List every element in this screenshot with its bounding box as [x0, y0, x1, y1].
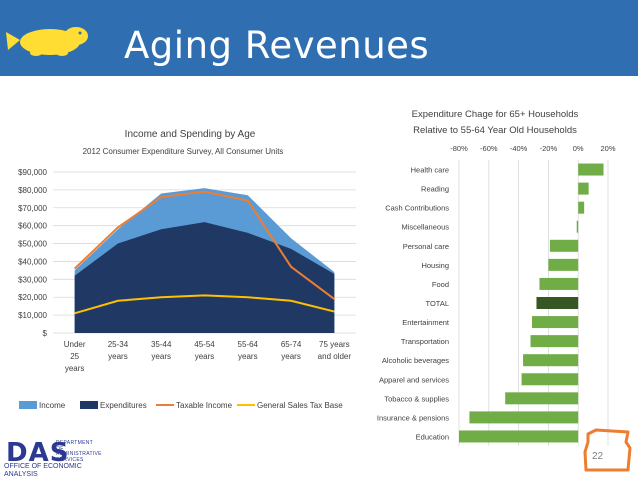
right-chart-title: Expenditure Chage for 65+ Households — [412, 109, 579, 120]
left-chart-subtitle: 2012 Consumer Expenditure Survey, All Co… — [83, 147, 284, 156]
category-label: Health care — [411, 166, 449, 175]
category-label: Insurance & pensions — [377, 413, 449, 422]
category-label: Housing — [421, 261, 449, 270]
x-tick-label: 45-54 — [194, 340, 215, 349]
y-tick-label: $60,000 — [18, 222, 47, 231]
y-tick-label: $20,000 — [18, 293, 47, 302]
category-label: Personal care — [403, 242, 449, 251]
right-chart-title: Relative to 55-64 Year Old Households — [413, 125, 577, 136]
x-tick-label: Under — [64, 340, 86, 349]
left-chart-title: Income and Spending by Age — [125, 129, 256, 140]
x-tick-label: years — [238, 352, 258, 361]
y-tick-label: $10,000 — [18, 311, 47, 320]
y-tick-label: $ — [43, 329, 48, 338]
category-label: Tobacco & supplies — [384, 394, 449, 403]
income-spending-chart: Income and Spending by Age 2012 Consumer … — [18, 129, 356, 410]
office-label: OFFICE OF ECONOMIC ANALYSIS — [4, 463, 82, 478]
y-tick-label: $40,000 — [18, 257, 47, 266]
bar-transportation — [530, 335, 579, 348]
category-label: Food — [432, 280, 449, 289]
legend-swatch — [19, 401, 37, 409]
category-label: Transportation — [401, 337, 449, 346]
x-tick-label: and older — [318, 352, 352, 361]
slide-title: Aging Revenues — [124, 24, 430, 67]
line-taxable-income — [73, 190, 335, 300]
line-general-sales-tax-base — [74, 294, 335, 315]
legend-label: General Sales Tax Base — [257, 401, 343, 410]
x-tick-label: -80% — [450, 144, 468, 153]
area-expenditures — [74, 222, 335, 333]
oregon-state-icon — [583, 428, 632, 472]
bar-apparel-and-services — [521, 373, 579, 386]
bar-cash-contributions — [578, 201, 585, 214]
x-tick-label: 0% — [573, 144, 584, 153]
x-tick-label: -20% — [540, 144, 558, 153]
y-tick-label: $70,000 — [18, 204, 47, 213]
x-tick-label: -40% — [510, 144, 528, 153]
y-tick-label: $30,000 — [18, 275, 47, 284]
category-label: Alcoholic beverages — [382, 356, 449, 365]
category-label: Education — [416, 432, 449, 441]
y-tick-label: $90,000 — [18, 168, 47, 177]
category-label: Entertainment — [402, 318, 450, 327]
x-tick-label: 25-34 — [108, 340, 129, 349]
legend-label: Taxable Income — [176, 401, 233, 410]
x-tick-label: 75 years — [319, 340, 350, 349]
x-tick-label: years — [151, 352, 171, 361]
bar-entertainment — [532, 316, 579, 329]
x-tick-label: years — [108, 352, 128, 361]
x-tick-label: years — [65, 364, 85, 373]
page-number: 22 — [592, 451, 604, 462]
bar-education — [459, 430, 579, 443]
x-tick-label: 20% — [600, 144, 615, 153]
bar-insurance-pensions — [469, 411, 579, 424]
category-label: Miscellaneous — [401, 223, 449, 232]
y-tick-label: $80,000 — [18, 186, 47, 195]
legend-label: Expenditures — [100, 401, 147, 410]
expenditure-change-chart: Expenditure Chage for 65+ Households Rela… — [377, 109, 616, 446]
bar-tobacco-supplies — [505, 392, 579, 405]
legend-swatch — [80, 401, 98, 409]
x-tick-label: 35-44 — [151, 340, 172, 349]
y-tick-label: $50,000 — [18, 240, 47, 249]
legend-label: Income — [39, 401, 66, 410]
bar-health-care — [578, 163, 604, 176]
bar-miscellaneous — [576, 220, 579, 233]
beaver-icon — [6, 27, 88, 56]
x-tick-label: 25 — [70, 352, 79, 361]
x-tick-label: years — [281, 352, 301, 361]
category-label: Apparel and services — [379, 375, 449, 384]
x-tick-label: years — [195, 352, 215, 361]
bar-total — [536, 297, 579, 309]
category-label: Reading — [421, 185, 449, 194]
bar-personal-care — [549, 239, 579, 252]
bar-reading — [578, 182, 589, 195]
bar-alcoholic-beverages — [523, 354, 579, 367]
category-label: TOTAL — [426, 299, 449, 308]
bar-food — [539, 277, 579, 290]
category-label: Cash Contributions — [385, 204, 449, 213]
x-tick-label: 65-74 — [281, 340, 302, 349]
title-banner: Aging Revenues — [0, 0, 638, 76]
x-tick-label: -60% — [480, 144, 498, 153]
bar-housing — [548, 258, 579, 271]
x-tick-label: 55-64 — [238, 340, 259, 349]
